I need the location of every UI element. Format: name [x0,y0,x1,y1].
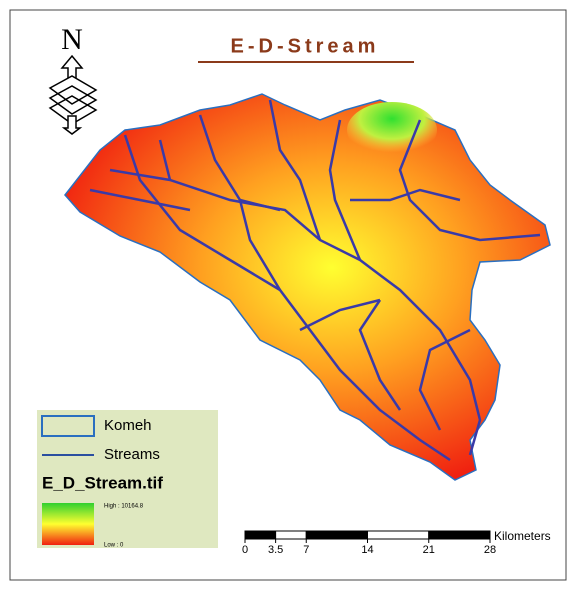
scale-label: 21 [423,544,435,556]
scale-segment [368,531,429,539]
scale-segment [429,531,490,539]
raster-ramp [42,503,94,545]
legend: Komeh Streams E_D_Stream.tif High : 1016… [37,410,218,549]
map-title: E-D-Stream [231,35,380,57]
scale-segment [306,531,367,539]
scale-segment [245,531,276,539]
legend-label: Komeh [104,417,152,434]
map-figure: E-D-Stream N Komeh Streams [0,0,576,591]
scale-label: 7 [303,544,309,556]
scale-label: 0 [242,544,248,556]
legend-label: Streams [104,446,160,463]
scale-unit: Kilometers [494,529,551,543]
scale-label: 28 [484,544,496,556]
raster-name: E_D_Stream.tif [42,473,163,492]
north-label: N [61,23,83,56]
scale-label: 14 [361,544,373,556]
scale-segment [276,531,307,539]
raster-low: Low : 0 [104,543,124,549]
raster-high: High : 10164.8 [104,504,144,510]
scale-label: 3.5 [268,544,283,556]
komeh-swatch [42,416,94,436]
high-zone [347,102,437,158]
